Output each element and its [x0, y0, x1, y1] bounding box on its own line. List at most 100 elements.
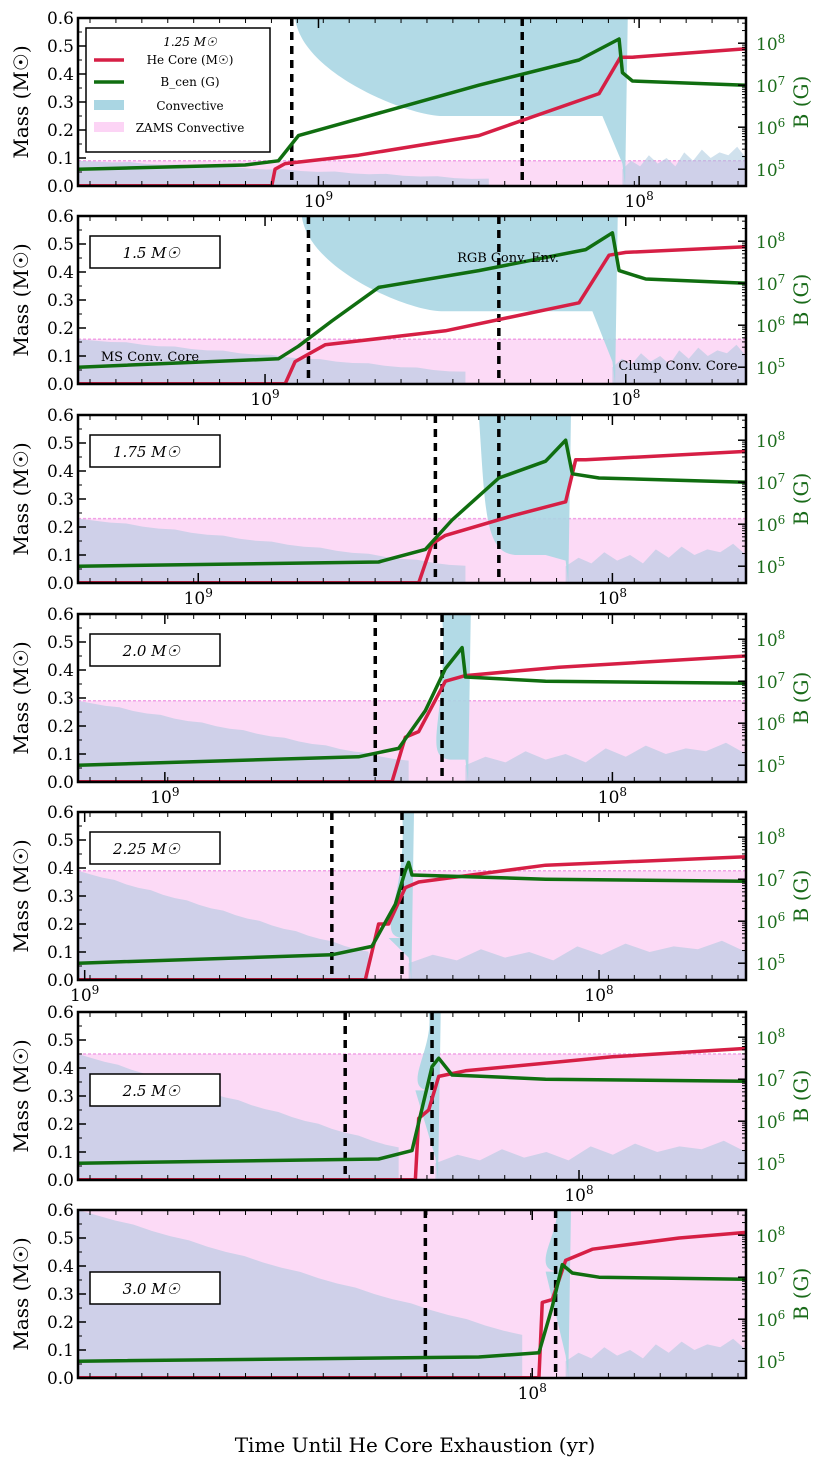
clump-convective-core [622, 146, 746, 186]
y-axis-label-right: B (G) [789, 76, 813, 129]
panel-3: 0.0 0.1 0.2 0.3 0.4 0.5 0.6 105 106 107 108 109 108 M… [9, 406, 813, 609]
mass-label-box [89, 633, 221, 667]
y-tick-label: 0.3 [47, 490, 74, 510]
y-tick-label: 0.1 [47, 745, 74, 765]
y-tick-label: 0.5 [47, 37, 74, 57]
plot-area [78, 216, 746, 384]
annotation-ms-core: MS Conv. Core [101, 350, 200, 365]
b-cen-line [78, 438, 746, 568]
y-tick-label: 0.4 [47, 859, 74, 879]
rgb-convective-envelope [295, 18, 628, 186]
x-axis-label: Time Until He Core Exhaustion (yr) [235, 1433, 596, 1457]
legend-label-1: He Core (M☉) [147, 53, 234, 67]
y-axis-label-right: B (G) [789, 672, 813, 725]
legend-title: 1.25 M☉ [163, 35, 218, 49]
x-tick-label: 109 [150, 785, 179, 808]
right-tick-label: 108 [756, 230, 785, 253]
right-tick-label: 105 [756, 754, 785, 777]
clump-convective-core [565, 1338, 746, 1378]
y-tick-label: 0.0 [47, 1369, 74, 1389]
y-tick-label: 0.0 [47, 574, 74, 594]
x-tick-label: 108 [564, 1183, 593, 1206]
right-tick-label: 107 [756, 670, 785, 693]
mass-label-box [89, 831, 221, 865]
y-tick-label: 0.1 [47, 943, 74, 963]
x-tick-label: 109 [70, 983, 99, 1006]
panel-2: 0.0 0.1 0.2 0.3 0.4 0.5 0.6 105 106 107 108 109 108 M… [9, 207, 813, 410]
rgb-convective-envelope [545, 1210, 571, 1378]
right-tick-label: 108 [756, 32, 785, 55]
y-tick-label: 0.2 [47, 1313, 74, 1333]
y-tick-label: 0.6 [47, 406, 74, 426]
y-tick-label: 0.3 [47, 689, 74, 709]
y-tick-label: 0.4 [47, 661, 74, 681]
y-axis-label-left: Mass (M☉) [9, 1039, 33, 1152]
b-cen-line [78, 37, 746, 171]
mass-label-box [89, 235, 221, 269]
x-tick-label: 108 [584, 983, 613, 1006]
right-tick-label: 108 [756, 628, 785, 651]
y-tick-label: 0.6 [47, 1003, 74, 1023]
y-tick-label: 0.3 [47, 1285, 74, 1305]
y-tick-label: 0.3 [47, 291, 74, 311]
clump-convective-core [612, 344, 746, 384]
legend-swatch-4 [94, 122, 124, 132]
y-tick-label: 0.4 [47, 1059, 74, 1079]
y-axis-label-left: Mass (M☉) [9, 45, 33, 158]
b-cen-line [78, 860, 746, 965]
x-tick-label: 108 [611, 387, 640, 410]
right-tick-label: 108 [756, 1026, 785, 1049]
y-tick-label: 0.1 [47, 347, 74, 367]
right-tick-label: 107 [756, 471, 785, 494]
y-tick-label: 0.2 [47, 717, 74, 737]
plot-area [78, 614, 746, 782]
y-tick-label: 0.2 [47, 1115, 74, 1135]
panel-7: 0.0 0.1 0.2 0.3 0.4 0.5 0.6 105 106 107 108 108 Mass… [9, 1201, 813, 1404]
right-tick-label: 105 [756, 555, 785, 578]
ms-convective-core [78, 339, 466, 384]
y-tick-label: 0.4 [47, 65, 74, 85]
legend-label-3: Convective [156, 99, 223, 113]
y-tick-label: 0.2 [47, 121, 74, 141]
x-tick-label: 109 [250, 387, 279, 410]
right-tick-label: 106 [756, 1308, 785, 1331]
y-axis-label-right: B (G) [789, 274, 813, 327]
y-tick-label: 0.6 [47, 207, 74, 227]
y-tick-label: 0.1 [47, 1143, 74, 1163]
ms-convective-core [78, 1210, 523, 1378]
mass-label: 2.5 M☉ [122, 1082, 181, 1100]
right-tick-label: 105 [756, 158, 785, 181]
b-cen-line [78, 231, 746, 369]
y-tick-label: 0.0 [47, 177, 74, 197]
right-tick-label: 105 [756, 952, 785, 975]
clump-convective-core [565, 543, 746, 583]
plot-area [78, 812, 746, 980]
mass-label: 1.75 M☉ [113, 443, 181, 461]
right-tick-label: 107 [756, 272, 785, 295]
y-tick-label: 0.4 [47, 462, 74, 482]
annotation-rgb-env: RGB Conv. Env. [457, 251, 559, 266]
plot-area [78, 18, 746, 186]
y-tick-label: 0.3 [47, 93, 74, 113]
right-tick-label: 106 [756, 1110, 785, 1133]
annotation-clump-core: Clump Conv. Core [618, 359, 737, 374]
mass-label: 3.0 M☉ [123, 1280, 181, 1298]
clump-convective-core [408, 940, 746, 980]
b-cen-line [78, 645, 746, 767]
mass-label: 1.5 M☉ [123, 244, 181, 262]
y-tick-label: 0.1 [47, 1341, 74, 1361]
y-tick-label: 0.2 [47, 915, 74, 935]
y-tick-label: 0.0 [47, 375, 74, 395]
y-tick-label: 0.2 [47, 518, 74, 538]
y-axis-label-left: Mass (M☉) [9, 839, 33, 952]
x-tick-label: 109 [304, 189, 333, 212]
x-tick-label: 108 [598, 586, 627, 609]
y-tick-label: 0.1 [47, 546, 74, 566]
right-tick-label: 106 [756, 712, 785, 735]
y-tick-label: 0.5 [47, 1229, 74, 1249]
y-tick-label: 0.5 [47, 831, 74, 851]
he-core-line [270, 47, 746, 186]
y-axis-label-left: Mass (M☉) [9, 1237, 33, 1350]
right-tick-label: 107 [756, 74, 785, 97]
